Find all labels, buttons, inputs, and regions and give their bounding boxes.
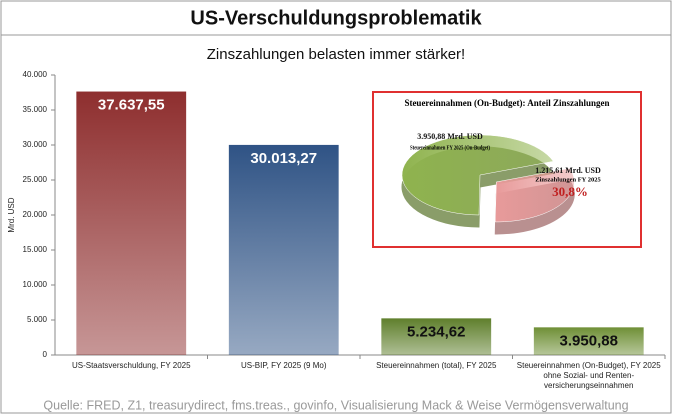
value-label: 5.234,62 — [407, 323, 465, 340]
y-tick-label: 25.000 — [23, 175, 48, 184]
bar — [228, 144, 339, 355]
page-title: US-Verschuldungsproblematik — [190, 7, 482, 29]
inset-title: Steuereinnahmen (On-Budget): Anteil Zins… — [404, 98, 609, 108]
y-tick-label: 40.000 — [23, 70, 48, 79]
value-label: 3.950,88 — [560, 332, 618, 349]
y-tick-label: 20.000 — [23, 210, 48, 219]
bar — [76, 91, 187, 356]
y-tick-label: 15.000 — [23, 245, 48, 254]
pie-slice — [495, 167, 575, 223]
x-tick-label: US-Staatsverschuldung, FY 2025 — [71, 361, 191, 370]
y-axis-label: Mrd. USD — [7, 197, 16, 232]
slice-value-label: 3.950,88 Mrd. USD — [417, 132, 483, 141]
chart-subtitle: Zinszahlungen belasten immer stärker! — [207, 46, 465, 63]
y-tick-label: 0 — [43, 350, 48, 359]
x-tick-label: Steuereinnahmen (On-Budget), FY 2025 ohn… — [516, 361, 661, 390]
x-tick-label: US-BIP, FY 2025 (9 Mo) — [240, 361, 327, 370]
source: Quelle: FRED, Z1, treasurydirect, fms.tr… — [43, 398, 628, 412]
share-label: 30,8% — [552, 184, 588, 199]
y-tick-label: 30.000 — [23, 140, 48, 149]
y-tick-label: 10.000 — [23, 280, 48, 289]
value-label: 37.637,55 — [98, 97, 165, 114]
slice-label: Steuereinnahmen FY 2025 (On-Budget) — [410, 144, 490, 151]
value-label: 30.013,27 — [250, 150, 317, 167]
bar — [381, 318, 492, 355]
pie-slice — [401, 134, 554, 216]
slice-label: Zinszahlungen FY 2025 — [535, 176, 601, 183]
bar — [533, 327, 644, 355]
slice-value-label: 1.215,61 Mrd. USD — [535, 166, 601, 175]
y-tick-label: 35.000 — [23, 105, 48, 114]
y-tick-label: 5.000 — [27, 315, 48, 324]
x-tick-label: Steuereinnahmen (total), FY 2025 — [376, 361, 497, 370]
